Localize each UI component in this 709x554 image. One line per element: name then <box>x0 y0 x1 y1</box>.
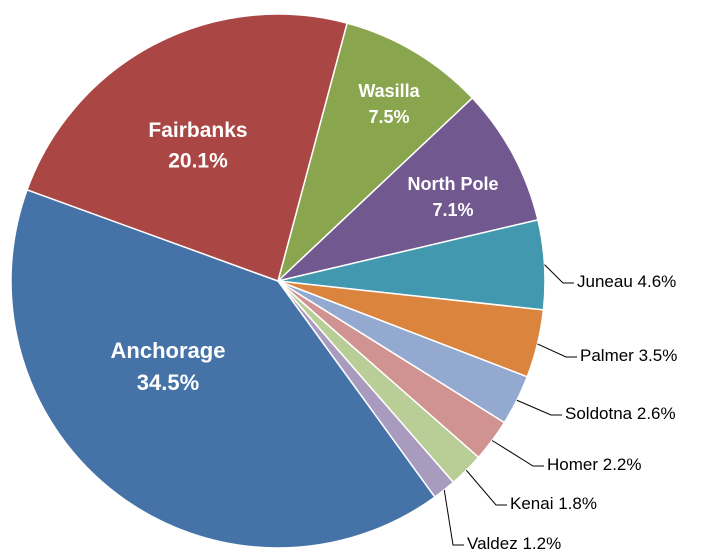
pie-slice <box>275 96 539 283</box>
category-label: Fairbanks <box>148 119 247 142</box>
category-label: Palmer <box>580 346 634 365</box>
slice-label: Palmer 3.5% <box>580 346 677 365</box>
leader-line <box>537 343 577 358</box>
value-label: 3.5% <box>639 346 678 365</box>
leader-line <box>544 264 574 284</box>
pie-slice <box>26 13 349 282</box>
slice-label: Anchorage 34.5% <box>111 338 226 395</box>
category-label: Anchorage <box>111 338 226 363</box>
leader-line <box>465 469 507 506</box>
category-label: Kenai <box>510 494 553 513</box>
slice-label: Fairbanks 20.1% <box>148 119 247 172</box>
slice-label: Valdez 1.2% <box>467 534 561 553</box>
leader-line <box>516 399 562 416</box>
value-label: 4.6% <box>638 272 677 291</box>
value-label: 1.8% <box>558 494 597 513</box>
value-label: 2.2% <box>603 455 642 474</box>
value-label: 7.1% <box>432 200 473 220</box>
slice-label: Soldotna 2.6% <box>565 404 676 423</box>
value-label: 7.5% <box>368 107 409 127</box>
category-label: Wasilla <box>358 81 420 101</box>
pie-slice <box>10 188 436 549</box>
slice-label: North Pole 7.1% <box>407 174 498 220</box>
category-label: Soldotna <box>565 404 633 423</box>
leader-line <box>443 489 464 546</box>
category-label: Juneau <box>577 272 633 291</box>
pie-slice <box>276 22 474 284</box>
value-label: 20.1% <box>168 149 228 172</box>
category-label: Valdez <box>467 534 518 553</box>
value-label: 2.6% <box>637 404 676 423</box>
value-label: 1.2% <box>522 534 561 553</box>
slice-label: Juneau 4.6% <box>577 272 676 291</box>
category-label: North Pole <box>407 174 498 194</box>
slice-label: Homer 2.2% <box>547 455 642 474</box>
slice-label: Kenai 1.8% <box>510 494 597 513</box>
value-label: 34.5% <box>137 370 199 395</box>
leader-line <box>491 440 544 467</box>
slice-label: Wasilla 7.5% <box>358 81 420 127</box>
category-label: Homer <box>547 455 598 474</box>
